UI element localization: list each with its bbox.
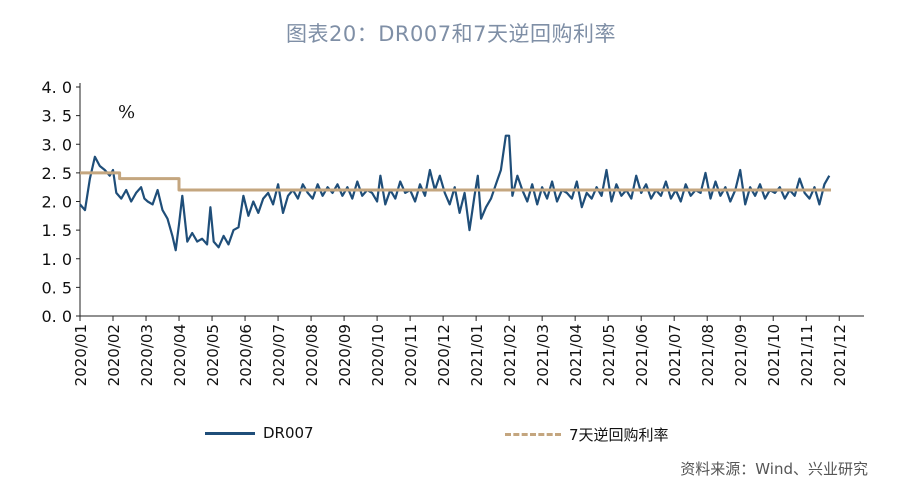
x-tick-label: 2021/12 — [831, 324, 849, 386]
y-tick-label: 1. 0 — [41, 250, 72, 269]
x-tick-label: 2020/09 — [336, 324, 354, 386]
x-tick-label: 2020/05 — [204, 324, 222, 386]
x-tick-label: 2020/08 — [303, 324, 321, 386]
chart-title: 图表20：DR007和7天逆回购利率 — [286, 22, 616, 46]
axes — [79, 83, 864, 317]
series-lines — [79, 134, 831, 252]
y-axis-unit-label: % — [118, 102, 135, 123]
source-note: 资料来源：Wind、兴业研究 — [680, 460, 868, 478]
x-tick-label: 2020/10 — [369, 324, 387, 386]
x-tick-label: 2020/01 — [72, 324, 90, 386]
x-tick-labels: 2020/01 2020/02 2020/03 2020/04 2020/05 2020/… — [72, 316, 849, 386]
x-tick-label: 2021/11 — [798, 324, 816, 386]
x-tick-label: 2020/11 — [402, 324, 420, 386]
y-tick-label: 2. 5 — [41, 164, 72, 183]
x-tick-label: 2021/08 — [699, 324, 717, 386]
x-tick-label: 2021/05 — [600, 324, 618, 386]
x-tick-label: 2020/02 — [105, 324, 123, 386]
y-tick-label: 0. 5 — [41, 278, 72, 297]
series-line-reverse-repo — [80, 171, 831, 192]
legend-item-dr007: DR007 — [205, 424, 314, 442]
legend-swatch-dr007 — [205, 431, 255, 435]
legend-label-dr007: DR007 — [263, 424, 314, 442]
x-tick-label: 2021/03 — [534, 324, 552, 386]
y-tick-label: 3. 5 — [41, 107, 72, 126]
y-tick-labels: 4. 0 3. 5 3. 0 2. 5 2. 0 1. 5 1. 0 0. 5 0. 0 — [41, 78, 80, 326]
x-tick-label: 2020/03 — [138, 324, 156, 386]
x-tick-label: 2020/12 — [435, 324, 453, 386]
legend-label-reverse-repo: 7天逆回购利率 — [569, 426, 669, 444]
x-tick-label: 2020/07 — [270, 324, 288, 386]
x-tick-label: 2021/10 — [765, 324, 783, 386]
y-tick-label: 1. 5 — [41, 221, 72, 240]
x-tick-label: 2021/01 — [468, 324, 486, 386]
legend-item-reverse-repo: 7天逆回购利率 — [505, 424, 669, 445]
y-tick-label: 4. 0 — [41, 78, 72, 97]
x-tick-label: 2020/04 — [171, 324, 189, 386]
line-chart: 4. 0 3. 5 3. 0 2. 5 2. 0 1. 5 1. 0 0. 5 0. 0 202… — [41, 78, 864, 386]
x-tick-label: 2021/02 — [501, 324, 519, 386]
y-tick-label: 2. 0 — [41, 193, 72, 212]
series-line-dr007 — [79, 134, 831, 252]
x-tick-label: 2021/04 — [567, 324, 585, 386]
x-tick-label: 2020/06 — [237, 324, 255, 386]
x-tick-label: 2021/07 — [666, 324, 684, 386]
x-tick-label: 2021/06 — [633, 324, 651, 386]
y-tick-label: 3. 0 — [41, 135, 72, 154]
legend-swatch-reverse-repo — [505, 433, 561, 436]
y-tick-label: 0. 0 — [41, 307, 72, 326]
x-tick-label: 2021/09 — [732, 324, 750, 386]
